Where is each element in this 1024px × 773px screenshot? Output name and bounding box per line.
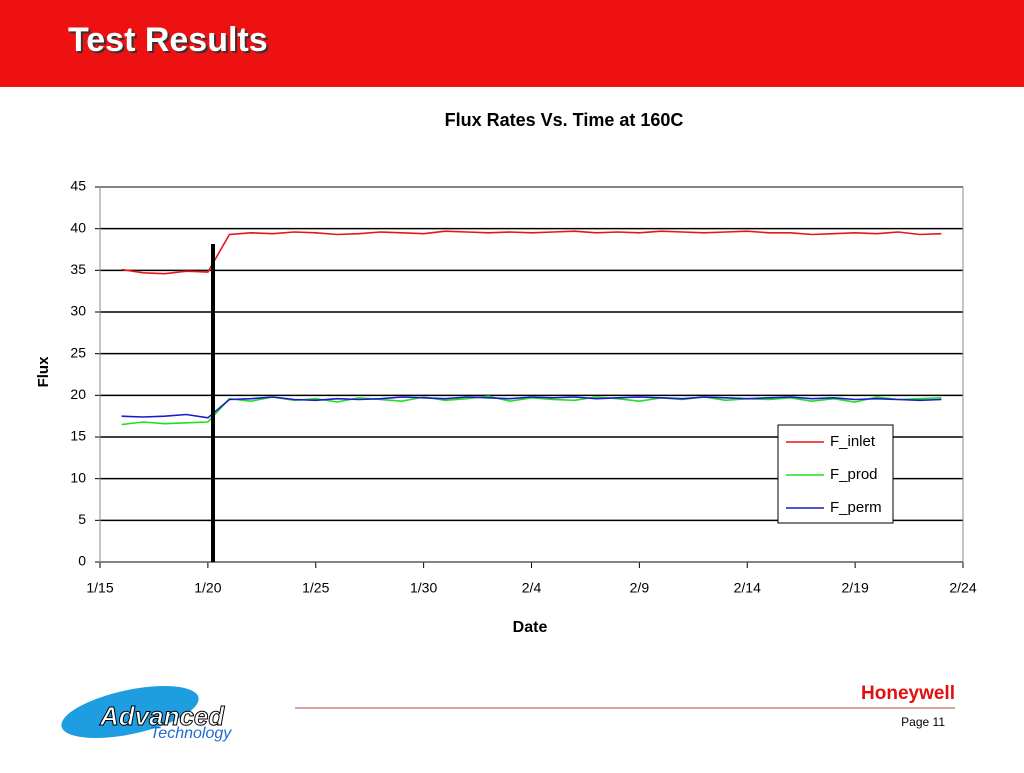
y-tick-label: 5 <box>78 511 86 527</box>
x-tick-label: 2/4 <box>522 580 542 596</box>
x-tick-label: 2/9 <box>630 580 650 596</box>
x-tick-label: 2/24 <box>949 580 976 596</box>
chart-title: Flux Rates Vs. Time at 160C <box>445 110 684 130</box>
y-tick-label: 0 <box>78 553 86 569</box>
x-tick-label: 2/14 <box>734 580 761 596</box>
series-line <box>121 230 942 275</box>
legend-label: F_prod <box>830 466 878 483</box>
y-tick-label: 30 <box>70 303 86 319</box>
x-tick-label: 1/15 <box>86 580 113 596</box>
y-tick-label: 45 <box>70 178 86 194</box>
logo-ellipse <box>61 686 199 738</box>
y-tick-label: 25 <box>70 344 86 360</box>
y-tick-label: 40 <box>70 219 86 235</box>
page-number: Page 11 <box>901 715 945 729</box>
header-band <box>0 0 1024 87</box>
legend: F_inlet F_prod F_perm <box>777 424 894 524</box>
event-marker <box>211 244 215 562</box>
header-title: Test Results <box>68 21 268 59</box>
x-tick-label: 1/30 <box>410 580 437 596</box>
legend-label: F_perm <box>830 499 882 516</box>
series-line <box>121 396 942 419</box>
logo-line2: Technology <box>150 725 232 742</box>
x-tick-label: 2/19 <box>842 580 869 596</box>
y-tick-label: 20 <box>70 386 86 402</box>
x-tick-label: 1/20 <box>194 580 221 596</box>
header-title-shadow: Test Results <box>70 23 270 61</box>
y-tick-label: 35 <box>70 261 86 277</box>
y-tick-label: 10 <box>70 469 86 485</box>
plot: 0 5 10 15 20 25 30 35 40 45 1/15 1/20 1/25 1/30 2/4 2/9… <box>70 178 976 596</box>
y-axis-label: Flux <box>35 356 52 387</box>
x-tick-label: 1/25 <box>302 580 329 596</box>
y-tick-label: 15 <box>70 428 86 444</box>
logo-line1: Advanced <box>99 701 225 731</box>
legend-label: F_inlet <box>830 433 876 450</box>
plot-border <box>99 186 964 563</box>
x-axis-label: Date <box>513 619 548 636</box>
series-line <box>121 395 942 426</box>
brand: Honeywell <box>861 683 955 704</box>
